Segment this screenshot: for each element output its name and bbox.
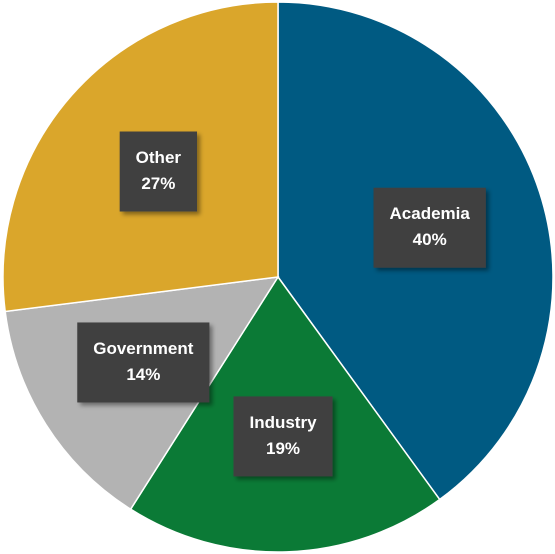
category-label: Other [136,148,182,167]
value-label: 27% [141,174,175,193]
labels: Academia 40% Industry 19% Government 14% Other… [77,131,486,477]
label-box [77,322,210,403]
category-label: Academia [390,204,471,223]
label-box [373,187,486,268]
value-label: 40% [413,230,447,249]
data-label: Industry 19% [233,396,333,477]
data-label: Academia 40% [373,187,486,268]
category-label: Industry [249,413,317,432]
value-label: 14% [126,365,160,384]
label-box [233,396,333,477]
label-box [119,131,198,212]
data-label: Other 27% [119,131,198,212]
category-label: Government [93,339,193,358]
value-label: 19% [266,439,300,458]
data-label: Government 14% [77,322,210,403]
